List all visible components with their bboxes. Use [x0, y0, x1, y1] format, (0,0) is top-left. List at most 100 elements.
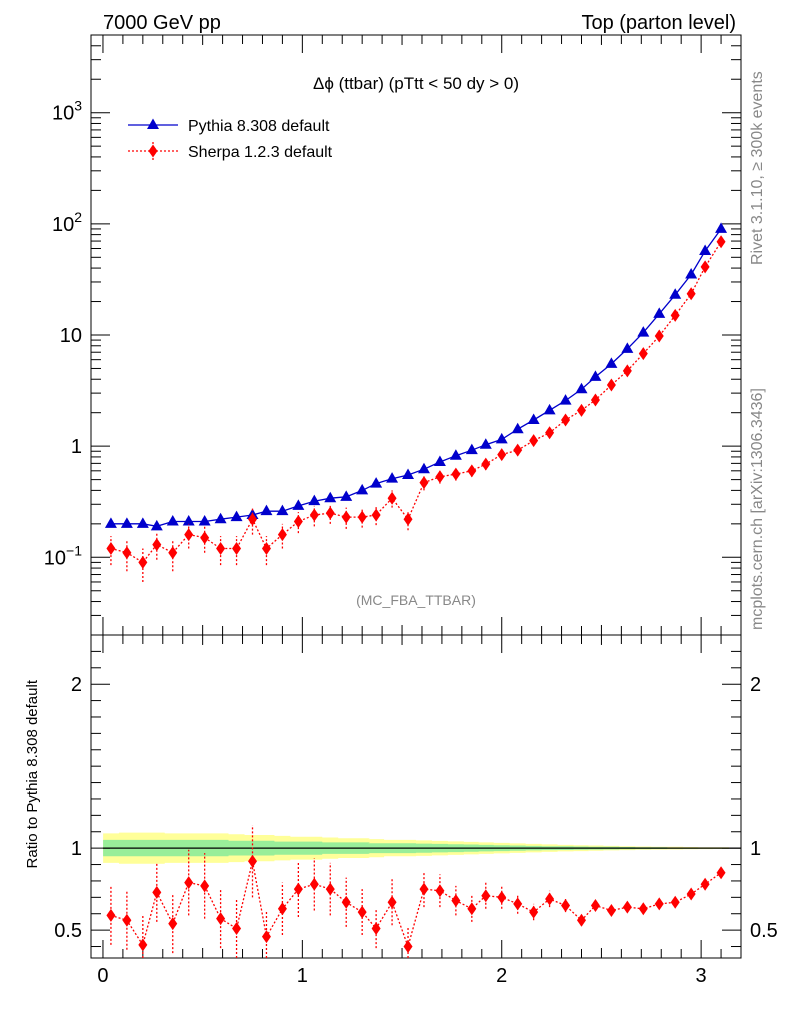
pythia-point: [370, 477, 383, 488]
ratio-sherpa-point: [435, 884, 445, 898]
legend-sherpa-marker: [148, 144, 158, 158]
ratio-sherpa-point: [261, 930, 271, 944]
sherpa-point: [371, 508, 381, 522]
sherpa-point: [168, 546, 178, 560]
ratio-y-tick-label-right: 1: [750, 838, 761, 860]
ratio-sherpa-point: [168, 917, 178, 931]
ratio-sherpa-point: [529, 905, 539, 919]
sherpa-point: [670, 308, 680, 322]
sherpa-point: [138, 555, 148, 569]
pythia-point: [589, 370, 602, 381]
ratio-sherpa-point: [216, 912, 226, 926]
legend-pythia-label: Pythia 8.308 default: [188, 118, 330, 135]
ratio-sherpa-point: [371, 921, 381, 935]
sherpa-point: [435, 470, 445, 484]
pythia-point: [653, 307, 666, 318]
ratio-sherpa-point: [403, 940, 413, 954]
pythia-point: [356, 483, 369, 495]
ratio-sherpa-point: [670, 895, 680, 909]
pythia-point: [637, 326, 650, 337]
pythia-point: [340, 490, 353, 501]
ratio-sherpa-point: [654, 897, 664, 911]
pythia-point: [605, 357, 618, 368]
sherpa-point: [122, 546, 132, 560]
sherpa-point: [293, 514, 303, 528]
main-y-tick-label: 1: [71, 436, 82, 458]
pythia-point: [417, 462, 430, 474]
pythia-series-line: [110, 228, 722, 527]
sherpa-point: [184, 528, 194, 542]
ratio-uncertainty-bands: [102, 832, 741, 864]
ratio-x-tick-label: 3: [696, 965, 707, 987]
sherpa-point: [686, 287, 696, 301]
pythia-point: [621, 342, 634, 353]
sherpa-point: [545, 426, 555, 440]
sherpa-point: [529, 434, 539, 448]
main-y-tick-label: 10: [60, 325, 82, 347]
sherpa-point: [403, 512, 413, 526]
ratio-sherpa-line: [110, 861, 722, 949]
pythia-point: [260, 504, 273, 516]
pythia-point: [150, 519, 163, 531]
header-left-title: 7000 GeV pp: [103, 12, 221, 34]
sherpa-point: [481, 457, 491, 471]
pythia-point: [182, 514, 195, 526]
pythia-point: [511, 422, 524, 434]
pythia-point: [292, 499, 305, 510]
pythia-point: [136, 517, 149, 528]
ratio-sherpa-point: [481, 889, 491, 903]
main-y-tick-label: 103: [52, 98, 82, 125]
ratio-sherpa-point: [419, 882, 429, 896]
sherpa-point: [341, 510, 351, 524]
legend-entry-pythia: Pythia 8.308 default: [128, 118, 330, 135]
ratio-sherpa-point: [341, 895, 351, 909]
pythia-point: [685, 268, 698, 279]
sherpa-point: [654, 329, 664, 343]
ratio-sherpa-point: [561, 899, 571, 913]
ratio-y-tick-label-left: 1: [71, 838, 82, 860]
pythia-point: [669, 288, 682, 299]
main-plot-panel: 10−1 1 10 102 103 Δϕ (ttbar) (pTtt < 50 dy >…: [44, 34, 742, 636]
pythia-point: [465, 443, 478, 455]
pythia-point: [120, 517, 133, 528]
sherpa-point: [261, 542, 271, 556]
pythia-point: [386, 472, 399, 483]
ratio-sherpa-point: [184, 876, 194, 890]
ratio-x-tick-labels: 0 1 2 3: [97, 965, 706, 987]
main-y-tick-label: 102: [52, 209, 82, 236]
plot-title: Δϕ (ttbar) (pTtt < 50 dy > 0): [313, 74, 519, 93]
pythia-point: [198, 514, 211, 526]
ratio-sherpa-point: [122, 913, 132, 927]
ratio-y-tick-label-left: 2: [71, 674, 82, 696]
sherpa-point: [606, 378, 616, 392]
ratio-sherpa-point: [638, 902, 648, 916]
ratio-sherpa-point: [467, 902, 477, 916]
pythia-point: [230, 510, 243, 522]
pythia-point: [715, 222, 728, 233]
ratio-sherpa-point: [232, 921, 242, 935]
main-y-tick-labels: 10−1 1 10 102 103: [44, 98, 82, 570]
ratio-sherpa-point: [686, 887, 696, 901]
sherpa-point: [248, 512, 258, 526]
ratio-sherpa-point: [590, 899, 600, 913]
ratio-sherpa-point: [106, 908, 116, 922]
pythia-point: [214, 512, 227, 524]
sherpa-point: [716, 235, 726, 249]
sherpa-point: [106, 542, 116, 556]
pythia-point: [104, 517, 117, 528]
ratio-sherpa-point: [200, 879, 210, 893]
sherpa-point: [325, 506, 335, 520]
sherpa-point: [232, 542, 242, 556]
sherpa-point: [387, 491, 397, 505]
sherpa-point: [497, 448, 507, 462]
ratio-sherpa-point: [309, 877, 319, 891]
pythia-point: [276, 504, 289, 516]
legend-entry-sherpa: Sherpa 1.2.3 default: [128, 142, 333, 161]
sherpa-point: [467, 464, 477, 478]
ratio-sherpa-point: [325, 882, 335, 896]
sherpa-point: [576, 403, 586, 417]
pythia-point: [449, 449, 462, 460]
ratio-sherpa-point: [622, 900, 632, 914]
ratio-sherpa-point: [293, 882, 303, 896]
ratio-sherpa-point: [606, 903, 616, 917]
